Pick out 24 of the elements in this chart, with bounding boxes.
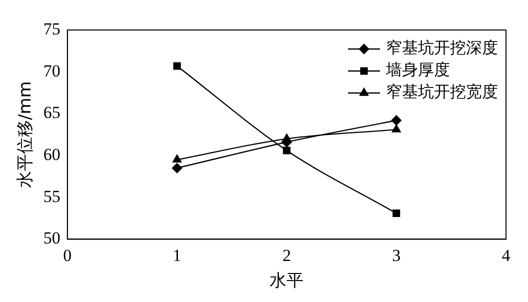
point [172,162,182,174]
x-tick-label: 3 [392,246,401,265]
y-tick-label: 65 [43,103,60,122]
point [173,62,181,70]
point [392,209,400,218]
point [282,146,290,154]
point [282,134,292,142]
x-tick-label: 4 [502,246,511,265]
y-tick-label: 55 [43,186,60,206]
point [172,154,182,163]
y-axis-title: 水平位移/mm [16,81,36,188]
y-tick-label: 50 [43,228,60,248]
x-tick-label: 2 [282,246,291,265]
y-tick-label: 70 [43,61,60,80]
y-tick-label: 75 [43,19,60,38]
y-tick-label: 60 [43,144,60,164]
point [392,124,401,132]
x-tick-label: 1 [172,246,182,265]
point [391,115,402,126]
legend-label: 窄基坑开挖深度 [386,38,498,58]
x-axis-title: 水平 [270,271,304,292]
x-tick-label: 0 [63,246,72,265]
legend-label: 窄基坑开挖宽度 [386,82,498,102]
legend-label: 墙身厚度 [385,60,450,80]
